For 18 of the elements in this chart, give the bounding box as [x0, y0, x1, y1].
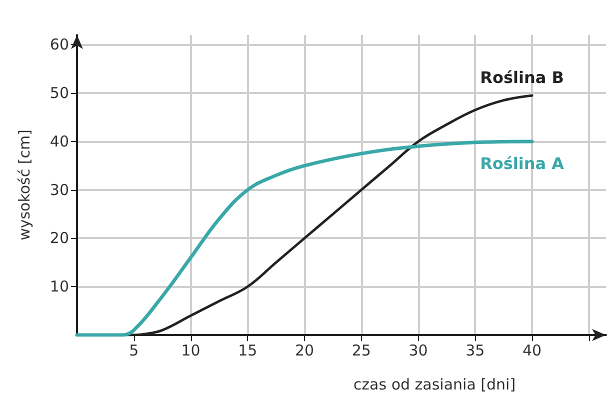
x-tick-label: 10 — [181, 342, 200, 360]
y-tick-label: 10 — [50, 278, 69, 296]
x-tick-label: 25 — [352, 342, 371, 360]
y-tick-label: 60 — [50, 36, 69, 54]
series-label: Roślina B — [480, 68, 564, 87]
x-tick-label: 5 — [129, 342, 139, 360]
series-label: Roślina A — [480, 154, 565, 173]
x-axis-title: czas od zasiania [dni] — [353, 376, 516, 394]
x-tick-label: 20 — [294, 342, 314, 360]
y-tick-label: 50 — [50, 84, 69, 102]
y-tick-label: 30 — [50, 180, 69, 199]
x-tick-label: 40 — [522, 342, 542, 360]
x-tick-label: 30 — [408, 342, 428, 360]
x-tick-label: 35 — [466, 342, 485, 360]
x-tick-label: 15 — [238, 342, 258, 360]
y-tick-label: 20 — [50, 229, 69, 248]
y-axis-title: wysokość [cm] — [16, 130, 34, 240]
y-tick-label: 40 — [50, 132, 69, 150]
